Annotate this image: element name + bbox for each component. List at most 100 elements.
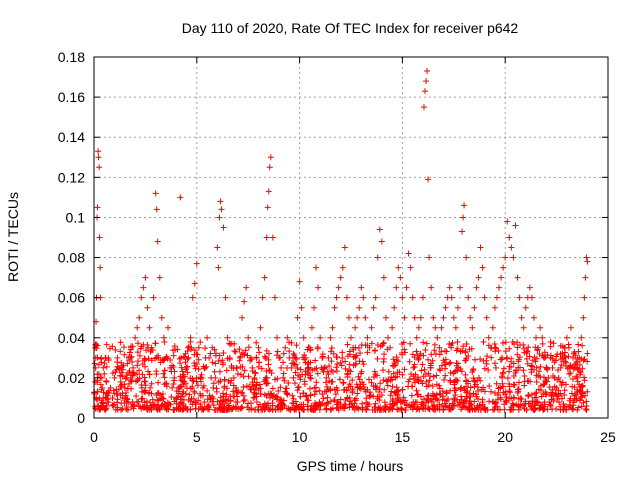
density-point bbox=[433, 395, 440, 402]
density-point bbox=[523, 355, 530, 362]
data-point bbox=[266, 164, 273, 171]
density-point bbox=[463, 383, 470, 390]
density-point bbox=[167, 356, 174, 363]
density-point bbox=[566, 364, 573, 371]
density-point bbox=[303, 393, 310, 400]
density-point bbox=[429, 390, 436, 397]
density-point bbox=[532, 399, 539, 406]
density-point bbox=[166, 400, 173, 407]
density-point bbox=[283, 390, 290, 397]
density-point bbox=[567, 401, 574, 408]
density-point bbox=[393, 354, 400, 361]
data-point bbox=[399, 294, 406, 301]
density-point bbox=[462, 348, 469, 355]
data-point bbox=[465, 294, 472, 301]
density-point bbox=[385, 406, 392, 413]
density-point bbox=[128, 377, 135, 384]
data-point bbox=[380, 274, 387, 281]
data-point bbox=[255, 344, 262, 351]
density-point bbox=[380, 377, 387, 384]
density-point bbox=[421, 366, 428, 373]
density-point bbox=[541, 381, 548, 388]
data-point bbox=[323, 374, 330, 381]
density-point bbox=[103, 341, 110, 348]
density-point bbox=[100, 364, 107, 371]
data-point bbox=[153, 206, 160, 213]
data-point bbox=[391, 304, 398, 311]
density-point bbox=[425, 392, 432, 399]
density-point bbox=[432, 396, 439, 403]
density-point bbox=[492, 403, 499, 410]
data-point bbox=[230, 374, 237, 381]
density-point bbox=[191, 347, 198, 354]
data-point bbox=[193, 260, 200, 267]
density-point bbox=[417, 350, 424, 357]
density-point bbox=[163, 406, 170, 413]
density-point bbox=[479, 399, 486, 406]
data-point bbox=[158, 314, 165, 321]
density-point bbox=[128, 403, 135, 410]
density-point bbox=[175, 388, 182, 395]
data-point bbox=[456, 284, 463, 291]
density-point bbox=[560, 406, 567, 413]
density-point bbox=[154, 390, 161, 397]
density-point bbox=[363, 405, 370, 412]
density-point bbox=[392, 374, 399, 381]
data-point bbox=[280, 374, 287, 381]
density-point bbox=[419, 361, 426, 368]
density-point bbox=[124, 406, 131, 413]
data-point bbox=[428, 284, 435, 291]
density-point bbox=[307, 391, 314, 398]
density-point bbox=[535, 372, 542, 379]
density-point bbox=[372, 386, 379, 393]
data-points bbox=[91, 68, 591, 405]
density-point bbox=[238, 405, 245, 412]
density-point bbox=[137, 345, 144, 352]
data-point bbox=[440, 314, 447, 321]
density-point bbox=[156, 406, 163, 413]
density-point bbox=[431, 403, 438, 410]
data-point bbox=[411, 314, 418, 321]
density-point bbox=[129, 398, 136, 405]
data-point bbox=[479, 264, 486, 271]
density-point bbox=[147, 404, 154, 411]
density-point bbox=[454, 377, 461, 384]
data-point bbox=[348, 334, 354, 341]
density-point bbox=[197, 401, 204, 408]
x-tick-label: 15 bbox=[395, 429, 411, 445]
density-point bbox=[529, 363, 536, 370]
data-point bbox=[130, 364, 137, 371]
data-point bbox=[109, 394, 116, 401]
density-point bbox=[425, 382, 432, 389]
density-point bbox=[403, 402, 410, 409]
density-point bbox=[420, 339, 427, 346]
data-point bbox=[103, 378, 110, 385]
data-point bbox=[339, 264, 346, 271]
density-point bbox=[139, 395, 146, 402]
density-point bbox=[288, 360, 295, 367]
data-point bbox=[96, 164, 103, 171]
density-point bbox=[115, 386, 122, 393]
density-point bbox=[514, 351, 521, 358]
density-point bbox=[346, 348, 353, 355]
density-point bbox=[561, 391, 568, 398]
density-point bbox=[484, 353, 491, 360]
density-point bbox=[583, 398, 590, 405]
density-point bbox=[206, 392, 213, 399]
data-point bbox=[360, 294, 367, 301]
density-point bbox=[486, 382, 493, 389]
density-point bbox=[325, 400, 332, 407]
data-point bbox=[325, 354, 332, 361]
density-point bbox=[584, 350, 591, 357]
density-point bbox=[329, 405, 336, 412]
data-point bbox=[218, 206, 225, 213]
density-point bbox=[458, 384, 465, 391]
density-point bbox=[533, 389, 540, 396]
density-point bbox=[101, 360, 108, 367]
density-point bbox=[462, 371, 469, 378]
data-point bbox=[210, 384, 217, 391]
data-point bbox=[471, 304, 478, 311]
density-point bbox=[521, 372, 528, 379]
density-point bbox=[294, 365, 301, 372]
density-point bbox=[535, 386, 542, 393]
